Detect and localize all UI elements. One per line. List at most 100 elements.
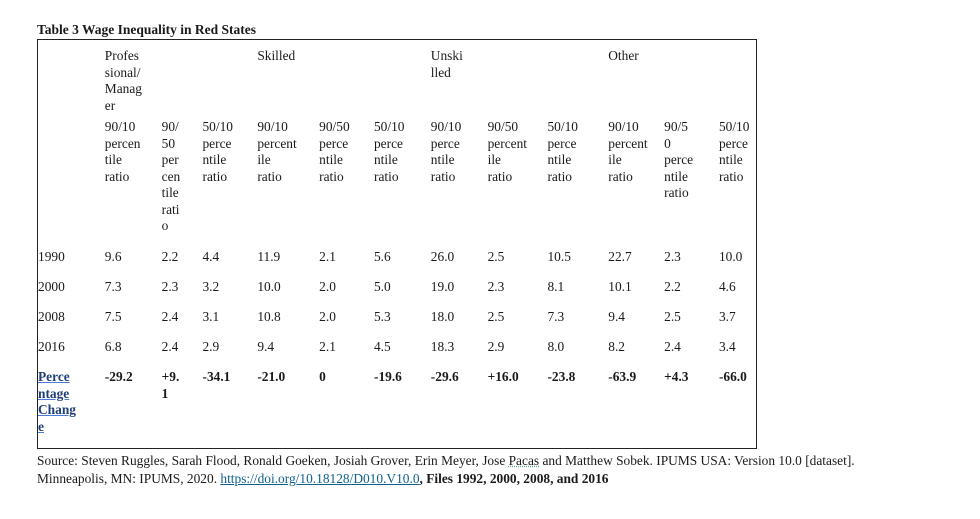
table-body: 1990 9.6 2.2 4.4 11.9 2.1 5.6 26.0 2.5 10.5 22.7 2.… [38, 249, 756, 435]
percentage-change-cell: 0 [319, 369, 326, 384]
value-cell: 3.1 [202, 309, 220, 324]
group-other: Other [608, 48, 639, 63]
percentage-change-cell: -66.0 [718, 369, 747, 384]
source-doi-link[interactable]: https://doi.org/10.18128/D010.V10.0 [220, 470, 420, 486]
value-cell: 3.7 [718, 309, 736, 324]
value-cell: 4.5 [373, 339, 391, 354]
wage-inequality-table: Profes sional/ Manag er Skilled Unski ll… [38, 48, 756, 435]
value-cell: 5.0 [373, 279, 391, 294]
year-cell: 2016 [38, 339, 65, 354]
value-cell: 7.3 [104, 279, 122, 294]
percentage-change-cell: -29.2 [104, 369, 133, 384]
table-row: 2016 6.8 2.4 2.9 9.4 2.1 4.5 18.3 2.9 8.0 8.2 2.4 3.… [38, 339, 756, 369]
value-cell: 6.8 [104, 339, 122, 354]
value-cell: 3.2 [202, 279, 220, 294]
source-text-1: Source: Steven Ruggles, Sarah Flood, Ron… [37, 453, 509, 468]
percentage-change-cell: -23.8 [547, 369, 576, 384]
percentage-change-row: Perce ntage Chang e -29.2 +9. 1 -34.1 -21.0 0… [38, 369, 756, 435]
value-cell: 2.3 [161, 279, 179, 294]
year-cell: 1990 [38, 249, 65, 264]
value-cell: 8.1 [547, 279, 565, 294]
value-cell: 2.0 [319, 309, 336, 324]
value-cell: 10.5 [547, 249, 571, 264]
subheader-cell: 50/10 perce ntile ratio [547, 119, 578, 184]
source-files: , Files 1992, 2000, 2008, and 2016 [419, 470, 609, 486]
subheader-cell: 50/10 perce ntile ratio [718, 119, 750, 184]
value-cell: 8.0 [547, 339, 565, 354]
value-cell: 18.0 [430, 309, 455, 324]
value-cell: 2.0 [319, 279, 336, 294]
value-cell: 2.5 [664, 309, 681, 324]
table-row: 1990 9.6 2.2 4.4 11.9 2.1 5.6 26.0 2.5 10.5 22.7 2.… [38, 249, 756, 279]
source-author-pacas: Pacas [508, 453, 540, 468]
group-unskilled: Unski lled [430, 48, 463, 80]
source-note: Source: Steven Ruggles, Sarah Flood, Ron… [37, 452, 957, 487]
table-title: Table 3 Wage Inequality in Red States [37, 22, 257, 37]
value-cell: 2.3 [487, 279, 505, 294]
value-cell: 2.4 [161, 339, 179, 354]
table-row: 2008 7.5 2.4 3.1 10.8 2.0 5.3 18.0 2.5 7.3 9.4 2.5 3… [38, 309, 756, 339]
table-row: 2000 7.3 2.3 3.2 10.0 2.0 5.0 19.0 2.3 8.1 10.1 2.2… [38, 279, 756, 309]
value-cell: 10.0 [257, 279, 281, 294]
subheader-cell: 50/10 perce ntile ratio [373, 119, 405, 184]
value-cell: 26.0 [430, 249, 455, 264]
value-cell: 9.6 [104, 249, 122, 264]
header-blank [38, 48, 105, 119]
value-cell: 2.3 [664, 249, 681, 264]
percentage-change-label: Perce ntage Chang e [38, 369, 76, 434]
year-cell: 2008 [38, 309, 65, 324]
percentage-change-cell: -29.6 [430, 369, 459, 384]
value-cell: 2.1 [319, 339, 336, 354]
value-cell: 10.8 [257, 309, 281, 324]
value-cell: 10.0 [718, 249, 743, 264]
value-cell: 2.2 [664, 279, 681, 294]
value-cell: 18.3 [430, 339, 455, 354]
percentage-change-cell: +16.0 [487, 369, 519, 384]
value-cell: 2.4 [161, 309, 179, 324]
value-cell: 5.3 [373, 309, 391, 324]
percentage-change-cell: -63.9 [608, 369, 637, 384]
value-cell: 2.4 [664, 339, 681, 354]
subheader-blank [38, 119, 105, 249]
value-cell: 9.4 [257, 339, 275, 354]
percentage-change-cell: -19.6 [373, 369, 402, 384]
percentage-change-cell: +9. 1 [161, 369, 180, 401]
value-cell: 2.9 [202, 339, 220, 354]
subheader-row: 90/10 percen tile ratio 90/ 50 per cen ti… [38, 119, 756, 249]
percentage-change-cell: +4.3 [664, 369, 689, 384]
source-text-2: and Matthew Sobek. IPUMS USA: Version 10… [539, 453, 855, 468]
value-cell: 2.5 [487, 249, 505, 264]
value-cell: 10.1 [608, 279, 632, 294]
value-cell: 2.5 [487, 309, 505, 324]
value-cell: 7.3 [547, 309, 565, 324]
subheader-cell: 90/50 percent ile ratio [487, 119, 528, 184]
group-header-row: Profes sional/ Manag er Skilled Unski ll… [38, 48, 756, 119]
subheader-cell: 50/10 perce ntile ratio [202, 119, 233, 184]
value-cell: 19.0 [430, 279, 455, 294]
subheader-cell: 90/10 percent ile ratio [608, 119, 648, 184]
subheader-cell: 90/50 perce ntile ratio [319, 119, 350, 184]
source-text-3: Minneapolis, MN: IPUMS, 2020. [37, 470, 221, 486]
group-skilled: Skilled [257, 48, 296, 63]
year-cell: 2000 [38, 279, 65, 294]
percentage-change-label-cell: Perce ntage Chang e [38, 369, 105, 435]
value-cell: 9.4 [608, 309, 625, 324]
subheader-cell: 90/ 50 per cen tile rati o [161, 119, 181, 233]
percentage-change-cell: -21.0 [257, 369, 286, 384]
value-cell: 2.2 [161, 249, 179, 264]
value-cell: 2.1 [319, 249, 336, 264]
value-cell: 22.7 [608, 249, 632, 264]
percentage-change-cell: -34.1 [202, 369, 231, 384]
subheader-cell: 90/10 percen tile ratio [104, 119, 141, 184]
value-cell: 7.5 [104, 309, 122, 324]
value-cell: 4.4 [202, 249, 220, 264]
value-cell: 3.4 [718, 339, 736, 354]
value-cell: 2.9 [487, 339, 505, 354]
subheader-cell: 90/10 percent ile ratio [257, 119, 297, 184]
value-cell: 5.6 [373, 249, 391, 264]
value-cell: 8.2 [608, 339, 625, 354]
value-cell: 11.9 [257, 249, 281, 264]
table-frame: Profes sional/ Manag er Skilled Unski ll… [37, 39, 757, 449]
value-cell: 4.6 [718, 279, 736, 294]
group-professional: Profes sional/ Manag er [104, 48, 142, 113]
